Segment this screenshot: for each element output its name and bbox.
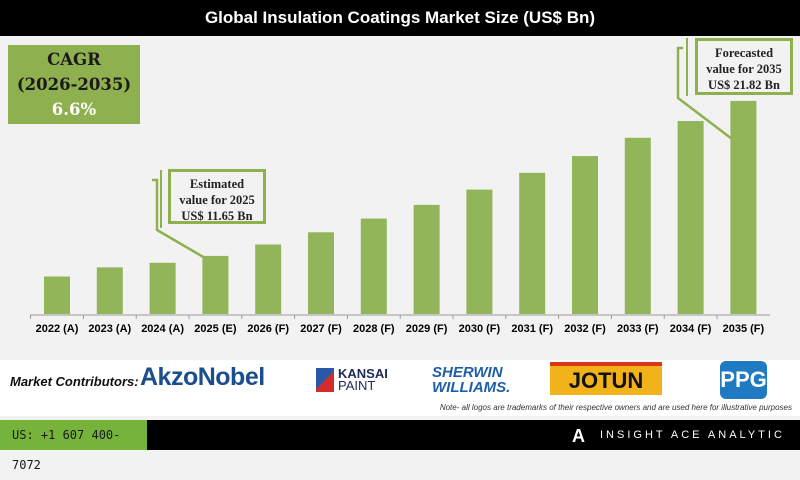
x-tick-label: 2022 (A) — [36, 323, 79, 335]
bar-2031 — [519, 172, 546, 314]
estimated-callout: Estimated value for 2025 US$ 11.65 Bn — [168, 169, 266, 224]
bar-2033 — [624, 137, 651, 314]
forecast-callout: Forecasted value for 2035 US$ 21.82 Bn — [695, 38, 793, 95]
cagr-label: CAGR — [47, 50, 101, 69]
x-tick-label: 2024 (A) — [141, 323, 184, 335]
estimated-callout-pointer — [152, 178, 206, 260]
bar-2034 — [677, 121, 704, 314]
bar-2022 — [44, 276, 70, 314]
ppg-logo: PPG — [720, 361, 767, 399]
callout-line: Estimated — [189, 177, 245, 191]
callout-line: value for 2025 — [179, 193, 255, 207]
x-tick-label: 2035 (F) — [723, 323, 765, 335]
akzonobel-logo: AkzoNobel — [140, 363, 265, 391]
jotun-logo: JOTUN — [550, 362, 662, 395]
bar-2025 — [202, 255, 229, 314]
callout-line: value for 2035 — [706, 62, 782, 76]
brand-name: INSIGHT ACE ANALYTIC — [600, 429, 785, 441]
bar-2027 — [308, 232, 334, 314]
x-tick-label: 2031 (F) — [511, 323, 553, 335]
cagr-value: 6.6% — [51, 100, 97, 119]
bar-2024 — [149, 262, 176, 314]
bar-2023 — [96, 267, 123, 314]
forecast-callout-pointer — [676, 46, 741, 146]
callout-line: US$ 11.65 Bn — [181, 209, 253, 223]
phone-number[interactable]: US: +1 607 400-7072 — [0, 420, 147, 472]
brand-logo-icon: A — [572, 426, 585, 446]
x-tick-label: 2030 (F) — [459, 323, 501, 335]
bar-2030 — [466, 189, 493, 314]
bar-2029 — [413, 204, 440, 314]
chart-title: Global Insulation Coatings Market Size (… — [0, 0, 800, 36]
sherwin-williams-logo: SHERWIN WILLIAMS. — [432, 364, 511, 396]
trademark-note: Note- all logos are trademarks of their … — [439, 403, 792, 412]
x-tick-label: 2023 (A) — [88, 323, 131, 335]
cagr-period: (2026-2035) — [16, 75, 132, 94]
contributors-label: Market Contributors: — [10, 374, 139, 389]
bar-chart: 2022 (A) 2023 (A) 2024 (A) 2025 (E) 2026 (F)… — [30, 38, 770, 335]
contributors-strip: Market Contributors: AkzoNobel KANSAI PAI… — [0, 360, 800, 416]
bar-2028 — [360, 218, 387, 314]
callout-line: US$ 21.82 Bn — [708, 78, 780, 92]
footer: US: +1 607 400-7072 A INSIGHT ACE ANALYT… — [0, 420, 800, 472]
x-tick-label: 2028 (F) — [353, 323, 395, 335]
cagr-box: CAGR (2026-2035) 6.6% — [8, 45, 140, 124]
x-tick-label: 2033 (F) — [617, 323, 659, 335]
x-tick-label: 2029 (F) — [406, 323, 448, 335]
callout-line: Forecasted — [714, 46, 774, 60]
x-tick-label: 2027 (F) — [300, 323, 342, 335]
kansai-logo: KANSAI PAINT — [316, 367, 388, 392]
bar-2026 — [255, 244, 282, 314]
x-tick-label: 2025 (E) — [194, 323, 237, 335]
bar-2032 — [572, 156, 598, 314]
x-tick-label: 2026 (F) — [247, 323, 289, 335]
x-tick-label: 2034 (F) — [670, 323, 712, 335]
bar-2035 — [730, 100, 757, 314]
x-tick-label: 2032 (F) — [564, 323, 606, 335]
